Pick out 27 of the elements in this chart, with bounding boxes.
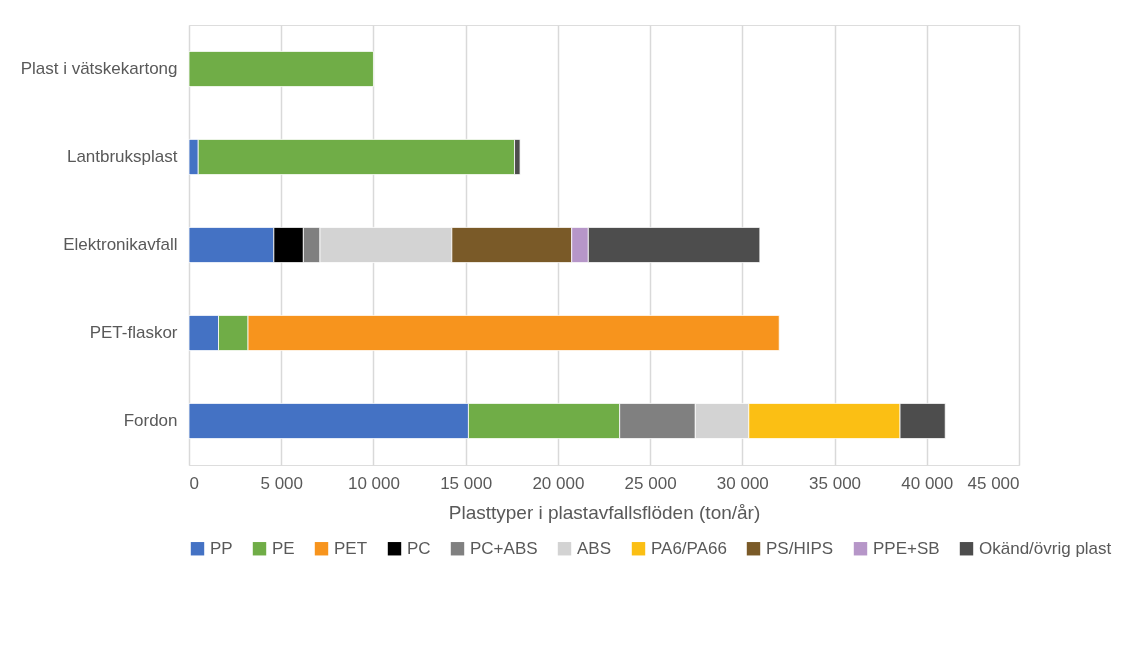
y-tick-label: Plast i vätskekartong bbox=[20, 59, 178, 78]
x-tick-label: 5 000 bbox=[260, 473, 303, 493]
x-tick-label: 45 000 bbox=[967, 473, 1020, 493]
y-tick-label: Lantbruksplast bbox=[66, 147, 178, 166]
y-tick-label: PET-flaskor bbox=[89, 323, 178, 342]
x-tick-label: 15 000 bbox=[440, 473, 493, 493]
bar bbox=[188, 51, 374, 87]
y-tick-label: Fordon bbox=[123, 411, 178, 430]
x-tick-label: 10 000 bbox=[347, 473, 400, 493]
legend-label: ABS bbox=[577, 538, 612, 558]
x-tick-label: 25 000 bbox=[624, 473, 677, 493]
legend-label: PA6/PA66 bbox=[651, 538, 727, 558]
x-tick-label: 30 000 bbox=[716, 473, 769, 493]
legend-label: PPE+SB bbox=[873, 538, 940, 558]
legend-label: Okänd/övrig plast bbox=[979, 538, 1112, 558]
x-tick-label: 40 000 bbox=[901, 473, 954, 493]
legend-label: PC bbox=[407, 538, 431, 558]
legend-label: PE bbox=[272, 538, 295, 558]
y-tick-label: Elektronikavfall bbox=[63, 235, 178, 254]
legend-label: PC+ABS bbox=[470, 538, 538, 558]
legend-label: PP bbox=[210, 538, 233, 558]
legend-label: PET bbox=[334, 538, 368, 558]
legend-label: PS/HIPS bbox=[766, 538, 834, 558]
x-axis-title: Plasttyper i plastavfallsflöden (ton/år) bbox=[448, 501, 761, 523]
x-tick-label: 20 000 bbox=[532, 473, 585, 493]
x-tick-label: 35 000 bbox=[809, 473, 862, 493]
x-tick-label: 0 bbox=[189, 473, 199, 493]
